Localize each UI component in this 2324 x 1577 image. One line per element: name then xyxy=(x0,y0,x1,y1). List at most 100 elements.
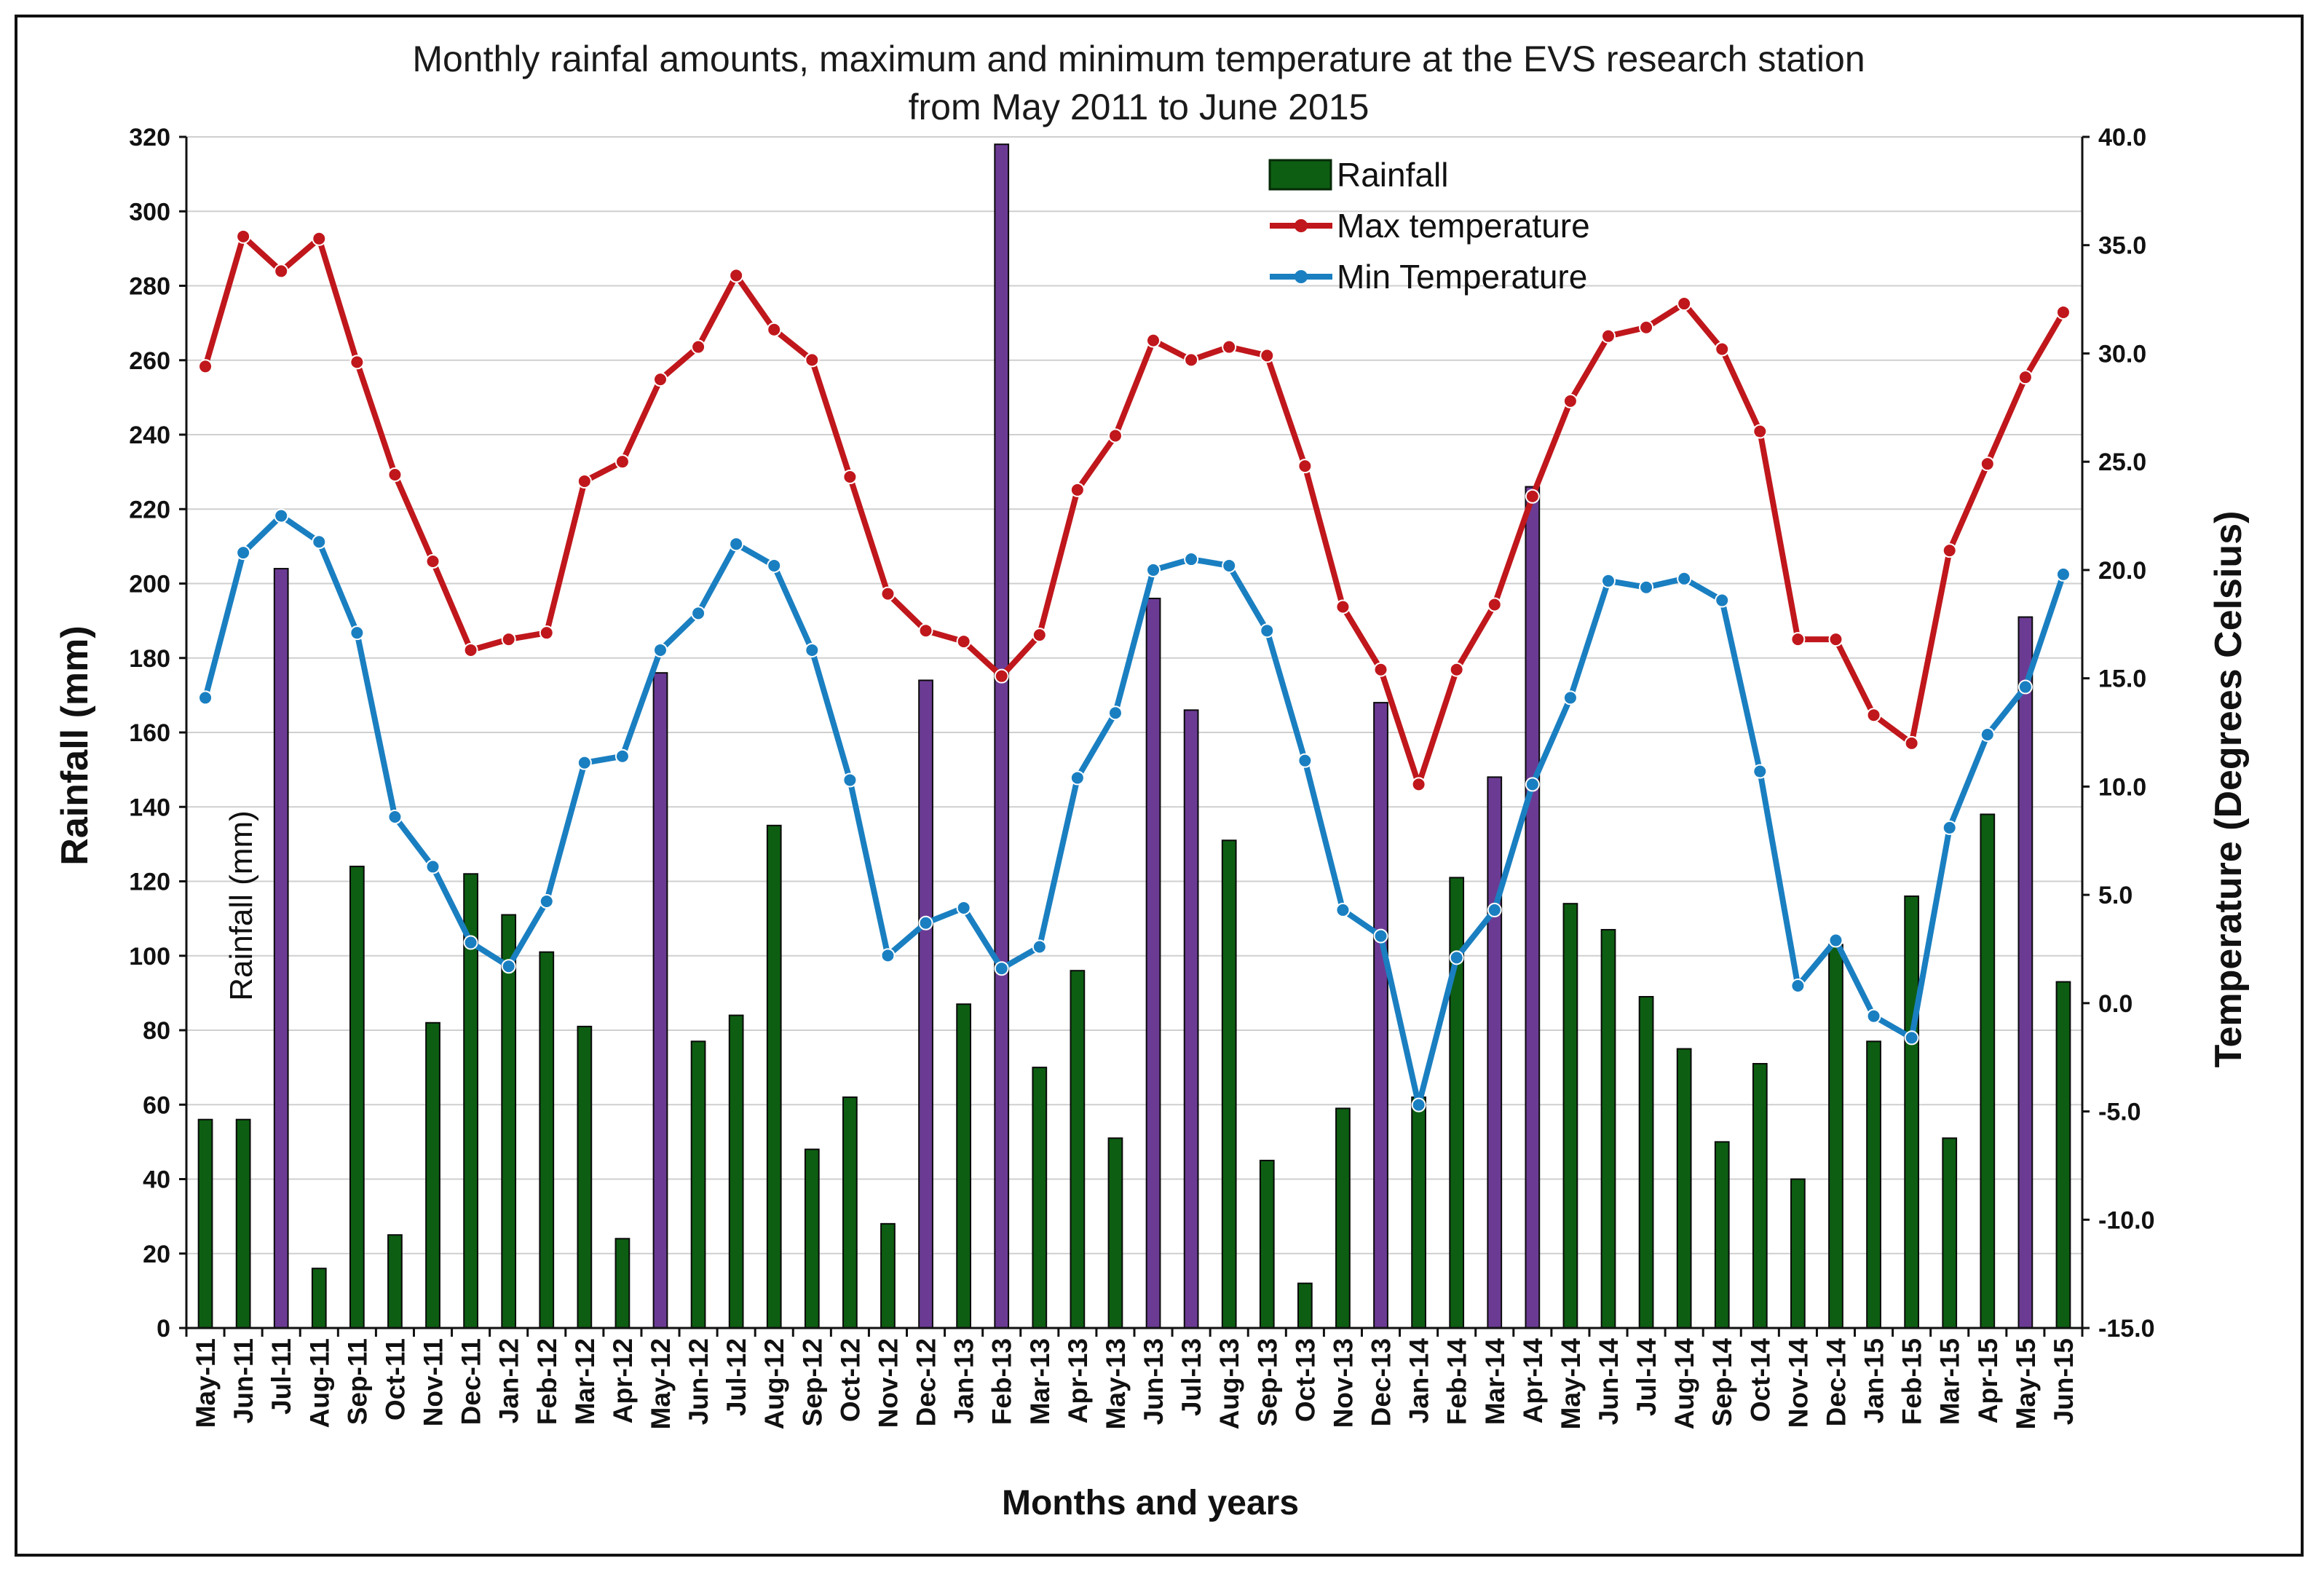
max-temp-point-Jan-12 xyxy=(501,632,516,647)
y-tick-label-140: 140 xyxy=(129,794,170,821)
y-tick-label-200: 200 xyxy=(129,571,170,598)
y-tick-label-240: 240 xyxy=(129,422,170,449)
min-temp-point-Jan-15 xyxy=(1866,1008,1881,1024)
min-temp-point-Dec-13 xyxy=(1373,928,1388,944)
min-temp-point-Oct-11 xyxy=(387,810,403,825)
max-temp-point-Nov-12 xyxy=(880,586,896,601)
x-tick-label-Nov-14: Nov-14 xyxy=(1783,1338,1813,1428)
x-tick-label-Jun-13: Jun-13 xyxy=(1139,1338,1169,1425)
min-temp-point-Nov-12 xyxy=(880,948,896,963)
min-temp-point-Jan-14 xyxy=(1411,1097,1426,1112)
rainfall-bar-Aug-11 xyxy=(311,1268,327,1329)
y2-tick-label--15.0: -15.0 xyxy=(2098,1315,2155,1343)
y-tick-label-160: 160 xyxy=(129,719,170,747)
x-tick-label-Mar-15: Mar-15 xyxy=(1935,1338,1965,1425)
max-temp-point-Jan-15 xyxy=(1866,708,1881,723)
x-tick-label-Jun-12: Jun-12 xyxy=(684,1338,714,1425)
y-tick-label-20: 20 xyxy=(143,1241,170,1268)
rainfall-bar-Apr-14 xyxy=(1525,486,1541,1329)
rainfall-bar-Jul-12 xyxy=(728,1014,744,1329)
rainfall-bar-Aug-13 xyxy=(1221,839,1237,1329)
max-temp-point-Apr-14 xyxy=(1525,489,1540,504)
y2-tick-label-15.0: 15.0 xyxy=(2098,665,2146,693)
rainfall-bar-Dec-14 xyxy=(1828,944,1843,1329)
min-temp-point-May-13 xyxy=(1107,706,1123,721)
min-temp-point-Jul-14 xyxy=(1639,580,1654,595)
max-temp-point-May-11 xyxy=(198,359,213,374)
max-temp-point-May-14 xyxy=(1562,393,1578,408)
min-temp-line xyxy=(202,513,2066,1108)
chart-frame: 0 20 40 60 80 100 120 140 160 180 200 220 240 260 280 3… xyxy=(15,15,2304,1557)
min-temp-point-Apr-15 xyxy=(1980,727,1995,742)
min-temp-point-Jul-12 xyxy=(729,537,744,552)
x-tick-label-May-14: May-14 xyxy=(1556,1338,1586,1430)
max-temp-point-Jun-11 xyxy=(236,229,251,244)
x-tick-label-Mar-13: Mar-13 xyxy=(1025,1338,1055,1425)
y-tick-label-300: 300 xyxy=(129,198,170,226)
x-tick-label-Jul-14: Jul-14 xyxy=(1632,1338,1661,1416)
min-temp-point-Nov-13 xyxy=(1335,902,1351,917)
rainfall-bar-Mar-13 xyxy=(1032,1067,1048,1329)
rainfall-bar-Jul-14 xyxy=(1638,995,1654,1329)
x-tick-label-Jan-12: Jan-12 xyxy=(494,1338,524,1423)
x-tick-label-Apr-13: Apr-13 xyxy=(1063,1338,1093,1423)
max-temp-point-Jul-12 xyxy=(729,268,744,283)
rainfall-bar-Jun-12 xyxy=(690,1040,706,1329)
temperature-lines xyxy=(198,229,2071,1112)
chart-svg: 0 20 40 60 80 100 120 140 160 180 200 220 240 260 280 3… xyxy=(54,39,2250,1522)
max-temp-point-Sep-13 xyxy=(1260,348,1275,363)
rainfall-bar-Apr-12 xyxy=(614,1238,631,1329)
max-temp-point-Nov-13 xyxy=(1335,599,1351,614)
max-temp-point-May-13 xyxy=(1107,428,1123,443)
max-temp-point-Dec-14 xyxy=(1828,632,1843,647)
rainfall-bar-Feb-12 xyxy=(539,951,555,1329)
y2-tick-label-5.0: 5.0 xyxy=(2098,882,2133,909)
max-temp-point-Mar-15 xyxy=(1942,543,1957,558)
min-temp-point-Sep-14 xyxy=(1715,593,1730,608)
x-tick-label-Aug-13: Aug-13 xyxy=(1214,1338,1244,1429)
max-temp-point-Jul-13 xyxy=(1184,352,1199,368)
min-temp-point-Jun-12 xyxy=(691,606,706,621)
min-temp-point-Oct-12 xyxy=(842,772,858,788)
y-tick-label-40: 40 xyxy=(143,1166,170,1194)
min-temp-point-Aug-11 xyxy=(312,534,327,550)
max-temp-point-Aug-12 xyxy=(767,322,782,337)
max-temp-point-May-15 xyxy=(2017,370,2033,385)
max-temp-line xyxy=(202,233,2066,788)
x-tick-label-Aug-11: Aug-11 xyxy=(304,1338,334,1428)
x-tick-label-May-12: May-12 xyxy=(646,1338,676,1429)
x-tick-label-Jul-11: Jul-11 xyxy=(266,1338,296,1415)
x-tick-label-Oct-14: Oct-14 xyxy=(1745,1338,1775,1423)
min-temp-point-May-12 xyxy=(653,642,668,657)
max-temp-point-Dec-13 xyxy=(1373,662,1388,677)
min-temp-point-Apr-12 xyxy=(614,748,630,764)
rainfall-bar-Sep-11 xyxy=(349,866,365,1329)
legend-rainfall-label: Rainfall xyxy=(1337,156,1448,194)
min-temp-point-Apr-14 xyxy=(1525,777,1540,792)
x-tick-label-Jun-14: Jun-14 xyxy=(1594,1338,1624,1426)
max-temp-point-Aug-13 xyxy=(1222,339,1237,355)
x-tick-label-Jul-13: Jul-13 xyxy=(1177,1338,1206,1416)
legend-min-temp-marker xyxy=(1295,270,1308,283)
max-temp-point-Sep-12 xyxy=(805,352,820,368)
min-temp-point-Mar-12 xyxy=(577,755,592,770)
legend-min-temp-label: Min Temperature xyxy=(1337,258,1587,296)
max-temp-point-May-12 xyxy=(653,372,668,387)
max-temp-point-Dec-11 xyxy=(463,642,478,657)
rainfall-bar-Sep-14 xyxy=(1714,1141,1730,1329)
max-temp-point-Jun-15 xyxy=(2055,304,2071,320)
rainfall-bar-May-11 xyxy=(197,1118,213,1329)
rainfall-bar-Jan-12 xyxy=(501,914,517,1329)
min-temp-point-Oct-14 xyxy=(1752,764,1768,779)
rainfall-bar-Sep-12 xyxy=(804,1148,820,1329)
max-temp-point-Jan-14 xyxy=(1411,777,1426,792)
max-temp-point-Jun-13 xyxy=(1146,333,1161,348)
rainfall-bar-Jun-14 xyxy=(1600,928,1616,1329)
rainfall-bar-Jan-15 xyxy=(1866,1040,1881,1329)
rainfall-bars xyxy=(197,143,2071,1329)
min-temp-point-Nov-14 xyxy=(1790,979,1806,994)
x-tick-label-Oct-11: Oct-11 xyxy=(380,1338,410,1420)
rainfall-bar-Jun-11 xyxy=(235,1118,251,1329)
min-temp-point-Jun-13 xyxy=(1146,562,1161,577)
y2-tick-label-20.0: 20.0 xyxy=(2098,557,2146,585)
